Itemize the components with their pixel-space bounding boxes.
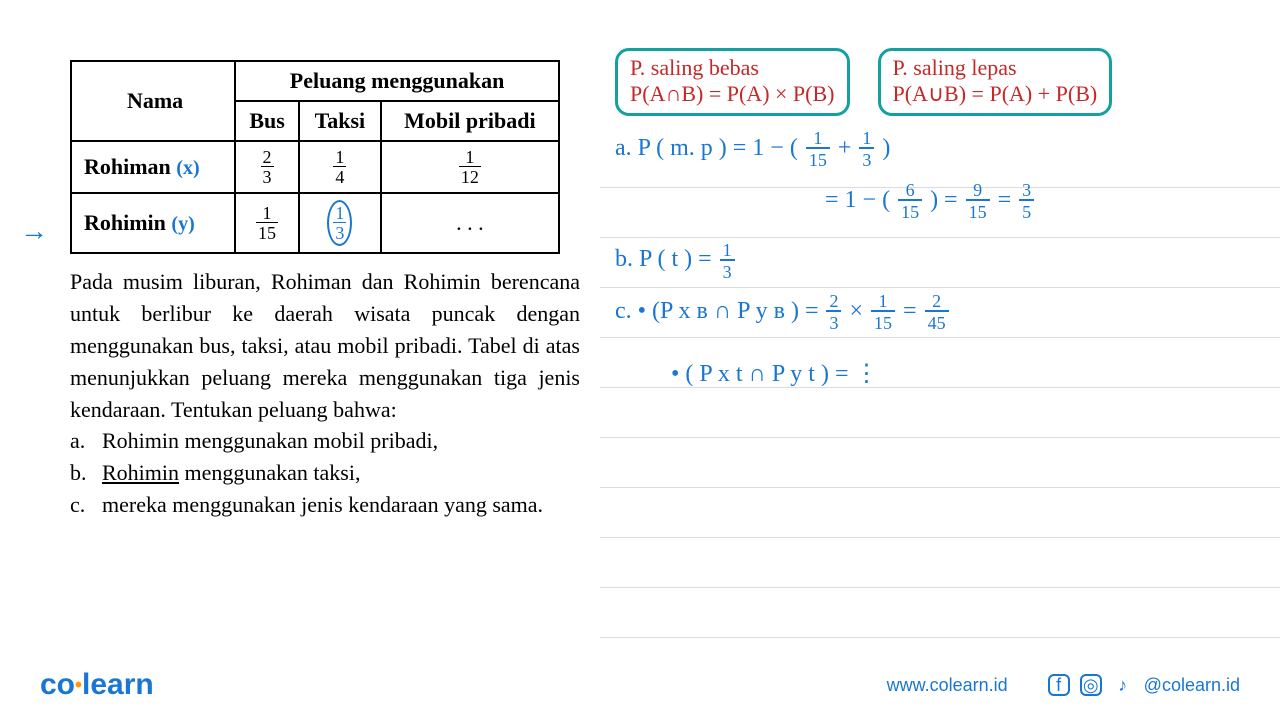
num: 3: [1019, 181, 1034, 201]
row-name: Rohiman: [84, 154, 171, 179]
box-title: P. saling lepas: [893, 55, 1098, 81]
text: +: [838, 135, 858, 161]
box-independent: P. saling bebas P(A∩B) = P(A) × P(B): [615, 48, 850, 116]
problem-body: Pada musim liburan, Rohiman dan Rohimin …: [70, 266, 580, 521]
opt-text: mereka menggunakan jenis kendaraan yang …: [102, 489, 543, 521]
row-annot-x: (x): [176, 157, 199, 179]
th-mobil: Mobil pribadi: [381, 101, 559, 141]
num: 1: [806, 129, 830, 149]
text: ) =: [930, 187, 964, 213]
formula-boxes: P. saling bebas P(A∩B) = P(A) × P(B) P. …: [615, 48, 1255, 116]
opt-label: a.: [70, 425, 102, 457]
work-line-a2: = 1 − ( 615 ) = 915 = 35: [615, 178, 1255, 224]
footer-url: www.colearn.id: [887, 675, 1008, 696]
colearn-logo: co•learn: [40, 668, 154, 702]
opt-label: b.: [70, 457, 102, 489]
table-row: Rohimin (y) 115 13 . . .: [71, 193, 559, 253]
th-bus: Bus: [235, 101, 299, 141]
tiktok-icon: ♪: [1112, 674, 1134, 696]
work-line-b: b. P ( t ) = 13: [615, 237, 1255, 283]
num: 1: [720, 241, 735, 261]
problem-paragraph: Pada musim liburan, Rohiman dan Rohimin …: [70, 269, 580, 422]
den: 3: [720, 261, 735, 281]
footer-right: www.colearn.id f ◎ ♪ @colearn.id: [887, 674, 1240, 696]
cell-den: 4: [333, 167, 346, 186]
num: 2: [826, 292, 841, 312]
cell-den: 12: [459, 167, 481, 186]
text: ×: [849, 298, 869, 324]
instagram-icon: ◎: [1080, 674, 1102, 696]
den: 15: [898, 201, 922, 221]
left-panel: Nama Peluang menggunakan Bus Taksi Mobil…: [70, 60, 580, 521]
text: c. • (P x ʙ ∩ P y ʙ ) =: [615, 298, 824, 324]
list-item: b.Rohimin menggunakan taksi,: [70, 457, 580, 489]
box-title: P. saling bebas: [630, 55, 835, 81]
text: a. P ( m. p ) = 1 − (: [615, 135, 804, 161]
num: 9: [966, 181, 990, 201]
num: 2: [925, 292, 949, 312]
row-name: Rohimin: [84, 210, 166, 235]
cell-num: 1: [333, 148, 346, 167]
work-line-c2: • ( P x t ∩ P y t ) = ⋮: [615, 352, 1255, 398]
facebook-icon: f: [1048, 674, 1070, 696]
table-row: Rohiman (x) 23 14 112: [71, 141, 559, 193]
text: =: [903, 298, 923, 324]
box-mutually-exclusive: P. saling lepas P(A∪B) = P(A) + P(B): [878, 48, 1113, 116]
opt-label: c.: [70, 489, 102, 521]
cell-num: 1: [459, 148, 481, 167]
text: b. P ( t ) =: [615, 246, 718, 272]
cell-num: 1: [256, 204, 278, 223]
opt-text: menggunakan taksi,: [179, 460, 360, 485]
box-formula: P(A∪B) = P(A) + P(B): [893, 81, 1098, 107]
logo-co: co: [40, 668, 75, 701]
list-item: a.Rohimin menggunakan mobil pribadi,: [70, 425, 580, 457]
box-formula: P(A∩B) = P(A) × P(B): [630, 81, 835, 107]
footer: co•learn www.colearn.id f ◎ ♪ @colearn.i…: [0, 668, 1280, 702]
footer-handle: @colearn.id: [1144, 675, 1240, 696]
logo-learn: learn: [82, 668, 154, 701]
th-taksi: Taksi: [299, 101, 381, 141]
den: 3: [859, 149, 874, 169]
cell-den: 15: [256, 223, 278, 242]
logo-dot: •: [75, 675, 82, 697]
den: 3: [826, 312, 841, 332]
cell-den: 3: [261, 167, 274, 186]
den: 15: [871, 312, 895, 332]
work-line-c1: c. • (P x ʙ ∩ P y ʙ ) = 23 × 115 = 245: [615, 289, 1255, 335]
work-line-a1: a. P ( m. p ) = 1 − ( 115 + 13 ): [615, 126, 1255, 172]
th-prob: Peluang menggunakan: [235, 61, 559, 101]
den: 5: [1019, 201, 1034, 221]
circled-cell: 13: [327, 200, 352, 246]
probability-table: Nama Peluang menggunakan Bus Taksi Mobil…: [70, 60, 560, 254]
den: 45: [925, 312, 949, 332]
list-item: c.mereka menggunakan jenis kendaraan yan…: [70, 489, 580, 521]
num: 6: [898, 181, 922, 201]
cell-den: 3: [333, 223, 346, 242]
opt-underline: Rohimin: [102, 460, 179, 485]
right-panel: P. saling bebas P(A∩B) = P(A) × P(B) P. …: [615, 48, 1255, 404]
th-name: Nama: [71, 61, 235, 141]
num: 1: [859, 129, 874, 149]
num: 1: [871, 292, 895, 312]
den: 15: [966, 201, 990, 221]
den: 15: [806, 149, 830, 169]
handwritten-work: a. P ( m. p ) = 1 − ( 115 + 13 ) = 1 − (…: [615, 126, 1255, 398]
row-annot-y: (y): [171, 213, 194, 235]
opt-text: Rohimin menggunakan mobil pribadi,: [102, 425, 438, 457]
arrow-annotation: →: [20, 215, 48, 247]
text: ): [882, 135, 890, 161]
cell-ellipsis: . . .: [381, 193, 559, 253]
text: = 1 − (: [825, 187, 896, 213]
cell-num: 2: [261, 148, 274, 167]
text: =: [998, 187, 1018, 213]
cell-num: 1: [333, 204, 346, 223]
